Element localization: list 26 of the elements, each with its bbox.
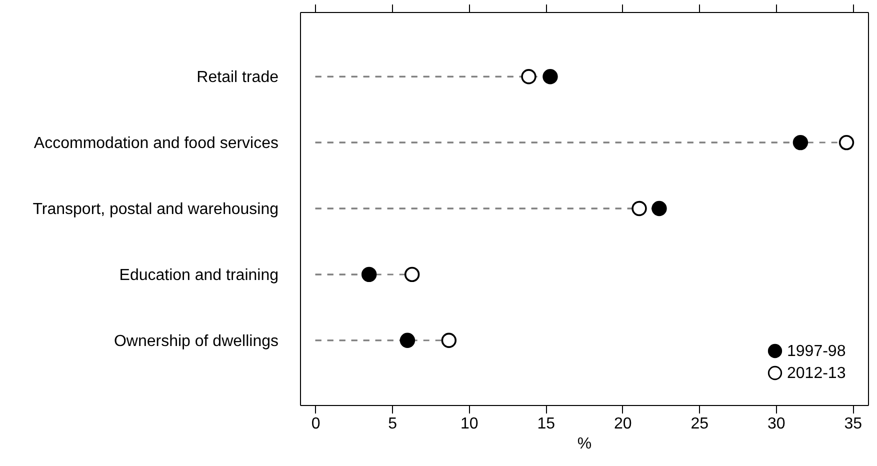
point xyxy=(404,266,420,282)
x-tick-label: 10 xyxy=(460,416,478,432)
y-tick-label: Ownership of dwellings xyxy=(114,332,278,350)
legend-label: 1997-98 xyxy=(787,343,846,360)
x-tick-label: 35 xyxy=(844,416,862,432)
point xyxy=(838,134,854,150)
x-tick-label: 0 xyxy=(311,416,320,432)
y-tick-label: Transport, postal and warehousing xyxy=(32,201,278,218)
x-tick-label: 20 xyxy=(614,416,632,432)
x-tick-label: 15 xyxy=(537,416,556,432)
point xyxy=(441,332,457,348)
legend-label: 2012-13 xyxy=(787,365,846,382)
x-axis-title: % xyxy=(577,436,592,452)
point xyxy=(792,134,808,150)
point xyxy=(521,69,536,84)
point xyxy=(632,200,647,216)
point xyxy=(400,332,416,348)
point xyxy=(652,200,667,216)
x-tick-label: 25 xyxy=(690,416,709,432)
point xyxy=(361,266,377,282)
y-tick-label: Education and training xyxy=(119,266,278,284)
point xyxy=(542,69,558,84)
x-tick-label: 5 xyxy=(388,416,398,432)
x-tick-label: 30 xyxy=(767,416,786,432)
y-tick-label: Retail trade xyxy=(196,69,279,86)
y-tick-label: Accommodation and food services xyxy=(34,135,278,152)
